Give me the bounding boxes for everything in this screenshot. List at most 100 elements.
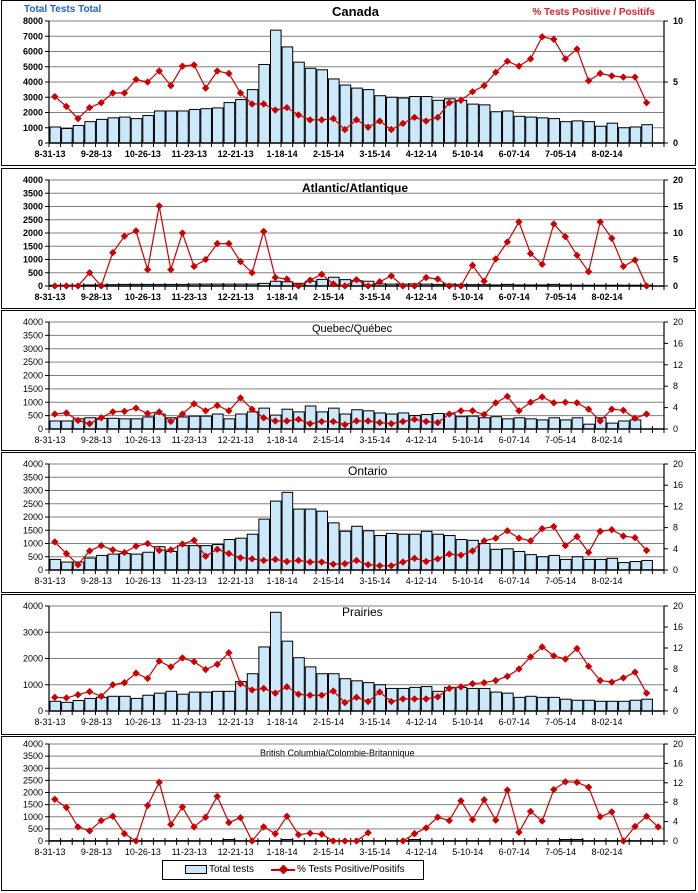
- series-line: [54, 395, 647, 426]
- bar: [467, 415, 479, 430]
- line-point: [201, 255, 210, 264]
- line-point: [492, 255, 500, 263]
- bar: [188, 108, 201, 144]
- line-point: [457, 407, 465, 415]
- panel-atlantic: Atlantic/Atlantique 0 500 1000 1500 2000 2500…: [1, 168, 696, 309]
- line-point: [143, 539, 152, 548]
- line-point: [422, 273, 430, 282]
- x-tick-label: 4-12-14: [406, 149, 437, 159]
- x-tick-label: 2-15-14: [313, 149, 344, 159]
- y2-tick-label: 8: [673, 381, 678, 391]
- x-tick-label: 7-05-14: [545, 149, 576, 159]
- bar: [536, 556, 549, 571]
- line-point: [352, 837, 361, 845]
- line-point: [341, 559, 349, 568]
- line-point: [457, 683, 465, 691]
- x-tick-label: 11-23-13: [171, 292, 207, 302]
- line-point: [596, 417, 604, 425]
- bar: [618, 420, 630, 430]
- line-point: [480, 410, 488, 419]
- y-tick-label: 3000: [23, 627, 43, 637]
- line-point: [492, 816, 500, 824]
- line-point: [341, 421, 349, 429]
- y-tick-label: 2000: [23, 654, 43, 664]
- line-point: [109, 248, 117, 257]
- line-point: [596, 676, 604, 685]
- line-point: [74, 691, 82, 699]
- line-point: [74, 823, 82, 831]
- line-point: [573, 399, 581, 407]
- bar: [629, 699, 642, 712]
- y-tick-label: 4000: [23, 175, 43, 185]
- bar: [84, 557, 96, 571]
- line-point: [283, 683, 291, 691]
- line-point: [515, 62, 523, 70]
- x-tick-label: 6-07-14: [499, 149, 530, 159]
- line-point: [143, 674, 152, 683]
- line-point: [167, 663, 175, 671]
- x-tick-label: 10-26-13: [125, 717, 161, 727]
- bar: [502, 692, 514, 712]
- line-point: [62, 102, 71, 111]
- y-tick-label: 3000: [23, 92, 43, 102]
- line-point: [480, 81, 488, 90]
- line-point: [515, 665, 523, 673]
- x-tick-label: 11-23-13: [171, 149, 207, 159]
- line-point: [631, 533, 639, 542]
- bar: [455, 416, 468, 430]
- bar: [223, 418, 236, 430]
- x-tick-label: 2-15-14: [313, 847, 344, 857]
- bar: [560, 419, 572, 430]
- bar: [235, 537, 247, 571]
- line-point: [503, 392, 512, 401]
- y-tick-label: 1000: [23, 812, 43, 822]
- line-point: [109, 546, 117, 554]
- line-point: [329, 114, 337, 123]
- y-tick-label: 4000: [23, 77, 43, 87]
- bar: [502, 418, 514, 430]
- x-tick-label: 10-26-13: [125, 435, 161, 445]
- x-tick-label: 5-10-14: [452, 847, 483, 857]
- bar: [478, 687, 491, 712]
- series-line: [54, 525, 648, 567]
- chart-prairies: 0 1000 2000 3000 4000 0 4 8 12 16 20 8-31-13 9-28-13…: [23, 601, 683, 727]
- chart-title: Prairies: [342, 605, 383, 619]
- bar: [327, 78, 340, 144]
- line-point: [167, 265, 175, 274]
- bar: [293, 61, 305, 144]
- line-point: [132, 404, 140, 412]
- line-point: [468, 88, 477, 96]
- line-point: [445, 550, 454, 558]
- line-point: [341, 837, 349, 845]
- y-tick-label: 2500: [23, 499, 43, 509]
- line-point: [642, 689, 651, 697]
- line-marker-icon: [271, 868, 295, 871]
- line-point: [550, 220, 558, 228]
- line-point: [445, 99, 454, 107]
- y-tick-label: 500: [28, 552, 43, 562]
- line-point: [120, 232, 129, 240]
- bar: [432, 99, 445, 144]
- line-point: [584, 783, 593, 791]
- bar: [200, 691, 212, 712]
- bar: [119, 553, 131, 571]
- bar: [165, 110, 178, 144]
- x-tick-label: 8-02-14: [591, 149, 622, 159]
- line-point: [642, 282, 651, 290]
- line-point: [457, 551, 465, 559]
- x-tick-label: 4-12-14: [406, 717, 437, 727]
- line-point: [201, 84, 210, 92]
- bar: [571, 120, 584, 144]
- bar-swatch-icon: [185, 865, 207, 874]
- line-point: [167, 81, 175, 90]
- x-tick-label: 7-05-14: [545, 717, 576, 727]
- x-tick-label: 11-23-13: [172, 717, 207, 727]
- line-point: [410, 113, 419, 122]
- line-point: [526, 653, 535, 661]
- bar: [211, 413, 224, 430]
- y2-tick-label: 20: [673, 175, 683, 185]
- x-tick-label: 7-05-14: [545, 435, 576, 445]
- line-point: [434, 113, 442, 122]
- x-tick-label: 8-31-13: [34, 149, 65, 159]
- panel-canada: Total Tests Total % Tests Positive / Pos…: [1, 0, 696, 166]
